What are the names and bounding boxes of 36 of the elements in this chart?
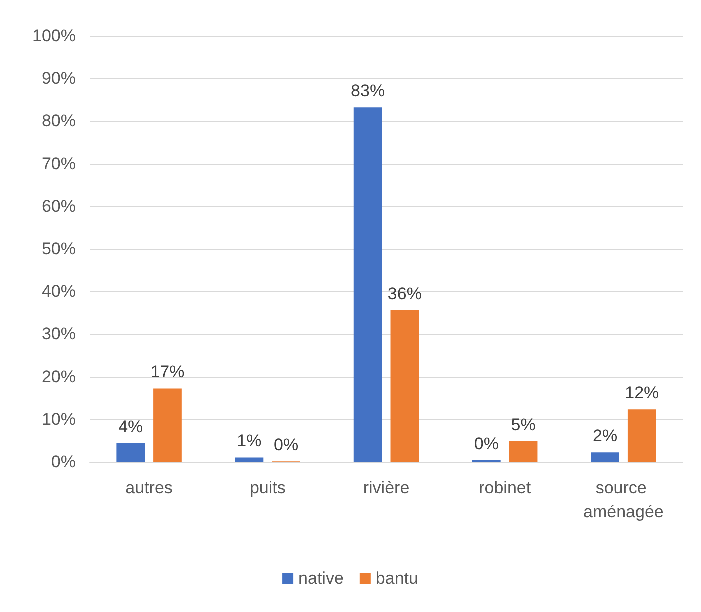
data-label: 1% bbox=[237, 432, 262, 451]
x-tick-label: rivière bbox=[363, 478, 410, 498]
bar bbox=[116, 443, 146, 462]
y-tick-label: 80% bbox=[42, 112, 76, 131]
data-label: 12% bbox=[625, 384, 660, 403]
y-tick-label: 90% bbox=[42, 69, 76, 88]
data-label: 17% bbox=[150, 362, 185, 382]
bar bbox=[628, 410, 656, 462]
x-tick-label: robinet bbox=[479, 478, 532, 498]
y-tick-label: 30% bbox=[42, 324, 76, 344]
y-tick-label: 100% bbox=[32, 26, 76, 46]
x-tick-label: puits bbox=[250, 478, 286, 498]
x-tick-label: autres bbox=[126, 478, 173, 498]
bar bbox=[509, 442, 538, 462]
y-tick-label: 60% bbox=[42, 196, 76, 216]
data-label: 5% bbox=[511, 416, 536, 435]
data-label: 83% bbox=[351, 82, 386, 101]
y-tick-label: 50% bbox=[42, 240, 76, 258]
legend-label: bantu bbox=[376, 569, 418, 588]
bar bbox=[235, 458, 264, 462]
y-tick-label: 0% bbox=[51, 452, 76, 472]
data-label: 0% bbox=[274, 436, 299, 455]
legend-label: native bbox=[298, 569, 344, 588]
data-label: 0% bbox=[474, 434, 499, 454]
data-label: 2% bbox=[592, 426, 618, 446]
data-label: 36% bbox=[388, 284, 422, 304]
y-tick-label: 40% bbox=[42, 282, 76, 302]
y-tick-label: 10% bbox=[42, 410, 76, 429]
bar bbox=[354, 108, 382, 462]
x-tick-label: source aménagée bbox=[584, 478, 664, 522]
bar bbox=[591, 452, 620, 462]
y-tick-label: 20% bbox=[42, 367, 76, 386]
y-tick-label: 70% bbox=[42, 154, 76, 174]
data-label: 4% bbox=[118, 417, 144, 436]
bar bbox=[154, 388, 182, 462]
bar bbox=[390, 310, 420, 462]
